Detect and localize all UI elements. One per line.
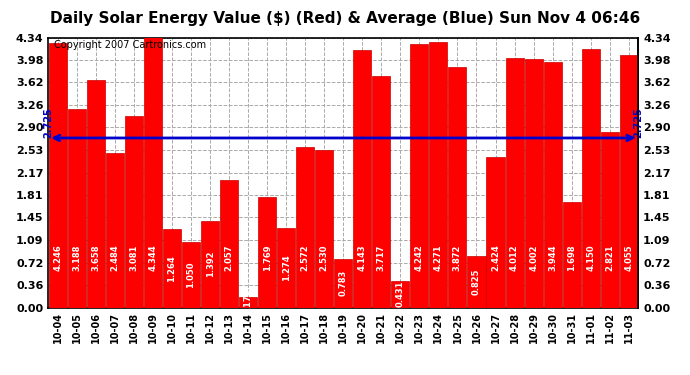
Bar: [68, 109, 86, 307]
Bar: [373, 76, 391, 308]
Bar: [391, 280, 409, 308]
Text: 0.431: 0.431: [396, 281, 405, 308]
Text: 2.572: 2.572: [301, 244, 310, 271]
Bar: [334, 259, 353, 308]
Bar: [562, 202, 581, 308]
Text: 2.725: 2.725: [633, 107, 643, 138]
Bar: [144, 37, 162, 308]
Text: 3.188: 3.188: [72, 244, 81, 271]
Text: 0.783: 0.783: [339, 270, 348, 296]
Bar: [296, 147, 314, 308]
Text: 1.274: 1.274: [282, 255, 290, 281]
Text: 1.392: 1.392: [206, 251, 215, 278]
Bar: [220, 180, 238, 308]
Bar: [353, 50, 371, 308]
Text: 3.658: 3.658: [91, 244, 100, 271]
Bar: [125, 116, 143, 308]
Bar: [467, 256, 486, 307]
Bar: [448, 67, 466, 308]
Text: 3.081: 3.081: [130, 244, 139, 271]
Text: 4.150: 4.150: [586, 244, 595, 271]
Text: 2.424: 2.424: [491, 244, 500, 271]
Text: 3.944: 3.944: [548, 244, 557, 271]
Bar: [315, 150, 333, 308]
Text: 1.698: 1.698: [567, 244, 576, 271]
Bar: [106, 153, 124, 308]
Text: Copyright 2007 Cartronics.com: Copyright 2007 Cartronics.com: [55, 40, 206, 50]
Bar: [506, 58, 524, 308]
Bar: [411, 44, 428, 308]
Bar: [524, 58, 542, 308]
Text: 2.530: 2.530: [319, 244, 328, 271]
Text: 2.484: 2.484: [110, 244, 119, 271]
Text: 4.002: 4.002: [529, 244, 538, 271]
Text: 2.725: 2.725: [43, 107, 53, 138]
Text: 0.825: 0.825: [472, 268, 481, 295]
Bar: [601, 132, 619, 308]
Text: 0.176: 0.176: [244, 289, 253, 315]
Text: 1.769: 1.769: [263, 244, 272, 271]
Bar: [49, 44, 67, 308]
Bar: [239, 297, 257, 307]
Text: 4.242: 4.242: [415, 244, 424, 271]
Bar: [87, 80, 105, 308]
Text: 3.872: 3.872: [453, 244, 462, 271]
Text: 3.717: 3.717: [377, 244, 386, 271]
Bar: [582, 50, 600, 308]
Bar: [486, 157, 504, 308]
Text: 4.271: 4.271: [434, 244, 443, 271]
Text: 2.821: 2.821: [605, 244, 614, 271]
Text: 4.055: 4.055: [624, 244, 633, 271]
Bar: [201, 221, 219, 308]
Text: 1.264: 1.264: [168, 255, 177, 282]
Text: 4.143: 4.143: [358, 244, 367, 271]
Bar: [620, 55, 638, 308]
Bar: [163, 229, 181, 308]
Text: 4.246: 4.246: [53, 244, 62, 271]
Bar: [429, 42, 448, 308]
Text: 1.050: 1.050: [186, 262, 195, 288]
Text: Daily Solar Energy Value ($) (Red) & Average (Blue) Sun Nov 4 06:46: Daily Solar Energy Value ($) (Red) & Ave…: [50, 11, 640, 26]
Text: 4.012: 4.012: [510, 244, 519, 271]
Bar: [277, 228, 295, 308]
Bar: [258, 198, 276, 308]
Bar: [544, 62, 562, 308]
Bar: [182, 242, 200, 308]
Text: 2.057: 2.057: [224, 244, 234, 271]
Text: 4.344: 4.344: [148, 244, 157, 271]
